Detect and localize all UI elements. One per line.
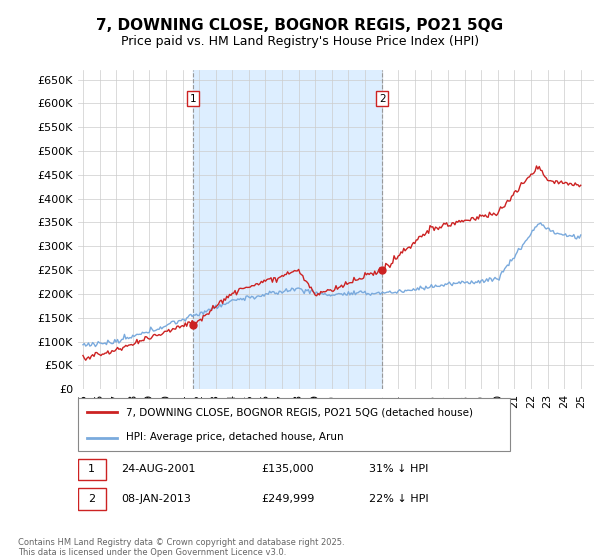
- Text: £249,999: £249,999: [262, 494, 315, 504]
- Text: 7, DOWNING CLOSE, BOGNOR REGIS, PO21 5QG (detached house): 7, DOWNING CLOSE, BOGNOR REGIS, PO21 5QG…: [125, 408, 473, 418]
- Text: 31% ↓ HPI: 31% ↓ HPI: [368, 464, 428, 474]
- FancyBboxPatch shape: [78, 459, 106, 480]
- Text: Contains HM Land Registry data © Crown copyright and database right 2025.
This d: Contains HM Land Registry data © Crown c…: [18, 538, 344, 557]
- Text: 2: 2: [379, 94, 385, 104]
- Text: Price paid vs. HM Land Registry's House Price Index (HPI): Price paid vs. HM Land Registry's House …: [121, 35, 479, 48]
- Text: 08-JAN-2013: 08-JAN-2013: [121, 494, 191, 504]
- Bar: [193, 70, 382, 389]
- Text: 22% ↓ HPI: 22% ↓ HPI: [368, 494, 428, 504]
- Text: 7, DOWNING CLOSE, BOGNOR REGIS, PO21 5QG: 7, DOWNING CLOSE, BOGNOR REGIS, PO21 5QG: [97, 18, 503, 32]
- Text: 1: 1: [88, 464, 95, 474]
- Text: 24-AUG-2001: 24-AUG-2001: [121, 464, 196, 474]
- FancyBboxPatch shape: [78, 398, 510, 451]
- Text: HPI: Average price, detached house, Arun: HPI: Average price, detached house, Arun: [125, 432, 343, 442]
- Text: 2: 2: [88, 494, 95, 504]
- Text: £135,000: £135,000: [262, 464, 314, 474]
- Text: 1: 1: [190, 94, 197, 104]
- FancyBboxPatch shape: [78, 488, 106, 510]
